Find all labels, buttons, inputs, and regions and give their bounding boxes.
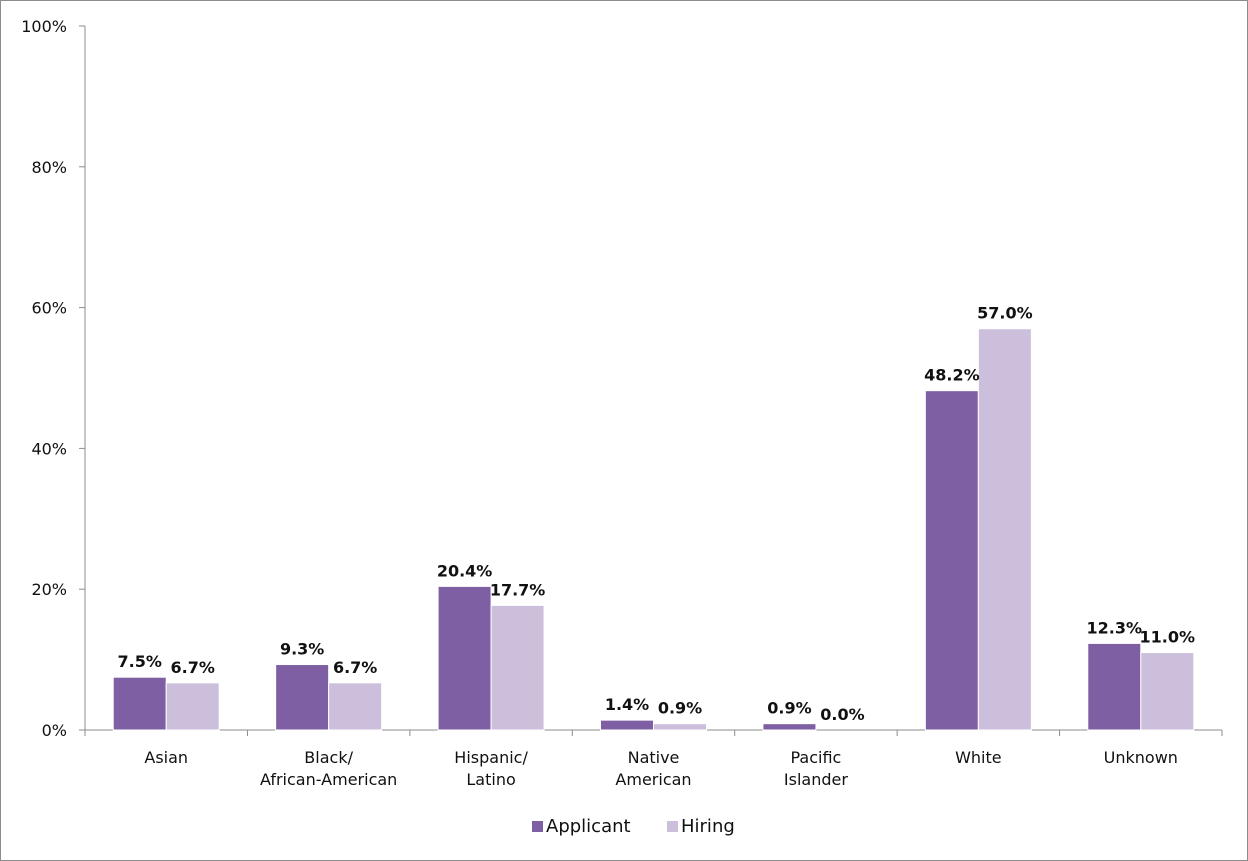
bars	[112, 328, 1195, 731]
data-label-hiring: 0.0%	[820, 705, 864, 724]
data-label-applicant: 1.4%	[605, 695, 649, 714]
bar-hiring	[490, 604, 545, 731]
bar-hiring	[977, 328, 1032, 731]
bar-applicant	[600, 719, 654, 731]
x-tick-label: Unknown	[1104, 748, 1178, 767]
data-label-applicant: 0.9%	[767, 699, 811, 718]
data-label-hiring: 6.7%	[333, 658, 377, 677]
data-label-hiring: 11.0%	[1140, 628, 1196, 647]
y-tick-label: 40%	[31, 439, 67, 458]
axes: 0% 20% 40% 60% 80% 100% Asian Black/African-Ame…	[21, 17, 1223, 789]
x-tick-label: Asian	[144, 748, 188, 767]
data-label-hiring: 57.0%	[977, 304, 1033, 323]
data-label-applicant: 20.4%	[437, 561, 493, 580]
bar-applicant	[1087, 642, 1142, 731]
legend-label-hiring: Hiring	[681, 816, 735, 837]
y-tick-label: 60%	[31, 299, 67, 318]
legend-swatch-hiring	[667, 821, 678, 832]
data-label-applicant: 9.3%	[280, 640, 324, 659]
bar-applicant	[275, 664, 330, 731]
data-labels: 7.5% 9.3% 20.4% 1.4% 0.9% 48.2% 12.3% 6.7% 6.7% 1…	[118, 304, 1196, 724]
x-tick-label: Pacific Islander	[784, 748, 848, 789]
bar-applicant	[112, 676, 167, 731]
y-tick-label: 0%	[42, 721, 67, 740]
legend-swatch-applicant	[532, 821, 543, 832]
bar-hiring	[1140, 652, 1195, 731]
y-tick-label: 20%	[31, 580, 67, 599]
data-label-hiring: 6.7%	[171, 658, 215, 677]
bar-applicant	[437, 585, 492, 731]
x-tick-label: Black/African-American	[260, 748, 397, 789]
bar-hiring	[165, 682, 220, 731]
bar-hiring	[328, 682, 383, 731]
data-label-applicant: 7.5%	[118, 652, 162, 671]
legend: Applicant Hiring	[532, 816, 735, 837]
bar-applicant	[924, 390, 979, 731]
data-label-applicant: 48.2%	[924, 366, 980, 385]
data-label-hiring: 17.7%	[490, 580, 546, 599]
data-label-applicant: 12.3%	[1087, 618, 1143, 637]
bar-applicant	[762, 723, 817, 731]
x-tick-label: Hispanic/Latino	[454, 748, 528, 789]
y-tick-label: 80%	[31, 158, 67, 177]
bar-hiring	[653, 723, 707, 731]
legend-label-applicant: Applicant	[546, 816, 631, 837]
x-tick-label: White	[955, 748, 1002, 767]
x-tick-label: Native American	[615, 748, 691, 789]
y-tick-label: 100%	[21, 17, 67, 36]
data-label-hiring: 0.9%	[658, 699, 702, 718]
